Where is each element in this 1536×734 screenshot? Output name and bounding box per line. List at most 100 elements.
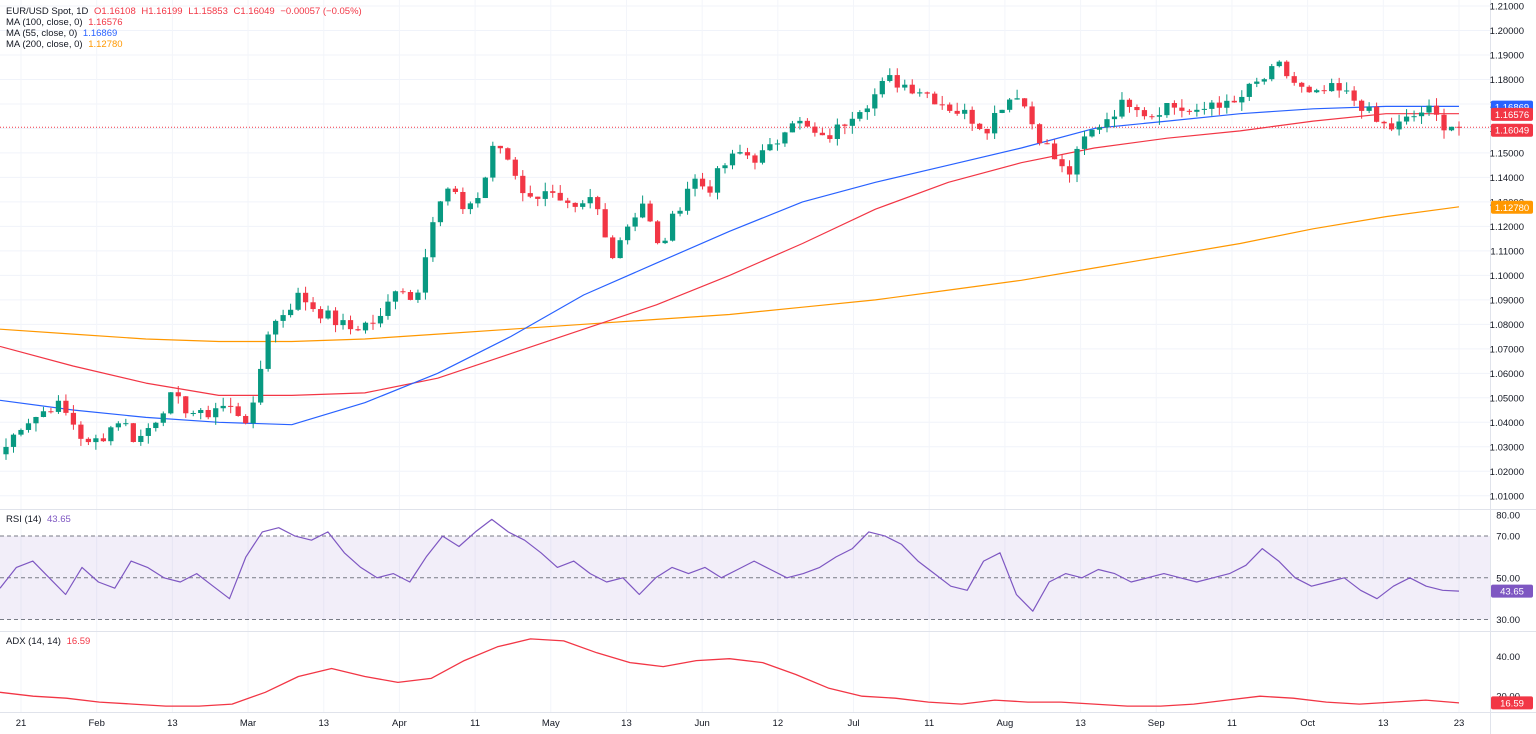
candle-up[interactable] (168, 391, 174, 415)
candle-up[interactable] (1111, 109, 1118, 128)
candle-down[interactable] (48, 407, 54, 414)
candle-down[interactable] (1306, 85, 1312, 93)
candle-up[interactable] (864, 105, 870, 120)
candle-up[interactable] (123, 418, 129, 427)
candle-up[interactable] (93, 434, 99, 450)
candle-up[interactable] (1276, 60, 1282, 68)
candle-up[interactable] (767, 137, 773, 152)
candle-up[interactable] (1089, 129, 1095, 138)
candle-up[interactable] (632, 212, 638, 232)
candle-up[interactable] (1164, 102, 1170, 118)
candle-down[interactable] (332, 307, 339, 333)
candle-down[interactable] (512, 157, 518, 180)
candle-up[interactable] (737, 144, 743, 155)
candle-down[interactable] (1216, 96, 1222, 115)
candle-down[interactable] (460, 187, 466, 214)
candle-down[interactable] (1059, 154, 1065, 173)
candle-down[interactable] (909, 79, 915, 95)
candle-down[interactable] (497, 145, 503, 154)
candle-up[interactable] (542, 182, 548, 207)
candle-up[interactable] (1074, 146, 1080, 183)
candle-up[interactable] (25, 418, 32, 433)
candle-down[interactable] (1388, 117, 1395, 132)
candle-up[interactable] (362, 321, 369, 334)
candle-up[interactable] (153, 421, 159, 432)
candle-up[interactable] (587, 188, 593, 209)
candle-down[interactable] (1149, 114, 1155, 120)
candle-down[interactable] (752, 153, 758, 170)
candle-down[interactable] (1321, 85, 1327, 94)
candle-up[interactable] (1344, 82, 1350, 94)
candle-down[interactable] (1299, 81, 1305, 93)
candle-down[interactable] (347, 315, 354, 335)
candle-down[interactable] (1284, 60, 1290, 79)
candle-down[interactable] (527, 185, 533, 199)
candle-down[interactable] (130, 422, 136, 443)
candle-up[interactable] (287, 303, 294, 318)
candle-up[interactable] (18, 428, 24, 437)
candle-up[interactable] (1426, 99, 1432, 116)
candle-down[interactable] (1044, 139, 1050, 145)
candle-down[interactable] (1021, 98, 1028, 109)
candle-up[interactable] (213, 402, 219, 425)
candle-up[interactable] (834, 118, 840, 146)
candle-up[interactable] (774, 139, 781, 151)
candle-up[interactable] (1448, 126, 1455, 132)
candle-up[interactable] (385, 294, 391, 320)
candle-up[interactable] (392, 290, 399, 310)
candle-down[interactable] (924, 91, 930, 99)
candle-up[interactable] (430, 216, 436, 262)
candle-up[interactable] (1239, 90, 1245, 111)
candle-down[interactable] (1441, 108, 1447, 139)
candle-down[interactable] (842, 123, 848, 135)
candle-down[interactable] (1051, 139, 1058, 160)
candle-up[interactable] (1411, 110, 1417, 122)
candle-down[interactable] (1036, 123, 1043, 146)
candle-up[interactable] (662, 237, 668, 245)
candle-down[interactable] (744, 147, 751, 160)
candle-up[interactable] (55, 395, 62, 414)
candle-down[interactable] (302, 286, 309, 311)
candle-up[interactable] (797, 116, 803, 130)
candle-up[interactable] (759, 144, 766, 165)
candle-up[interactable] (475, 192, 481, 208)
candle-down[interactable] (707, 180, 713, 197)
candle-up[interactable] (684, 181, 691, 215)
candle-down[interactable] (699, 172, 706, 190)
candle-down[interactable] (1141, 107, 1148, 120)
candle-down[interactable] (70, 405, 77, 430)
candle-down[interactable] (1126, 98, 1133, 113)
candle-down[interactable] (535, 196, 541, 207)
adx-legend[interactable]: ADX (14, 14) 16.59 (6, 636, 93, 647)
ma55-legend[interactable]: MA (55, close, 0) 1.16869 (6, 28, 120, 39)
candle-up[interactable] (999, 109, 1005, 114)
candle-up[interactable] (295, 287, 301, 311)
candle-up[interactable] (1246, 82, 1252, 101)
candle-down[interactable] (85, 437, 92, 446)
candle-down[interactable] (183, 396, 189, 418)
candle-up[interactable] (1119, 92, 1125, 119)
candle-up[interactable] (782, 131, 788, 147)
candle-down[interactable] (1029, 101, 1035, 130)
candle-down[interactable] (932, 91, 938, 105)
candle-down[interactable] (228, 397, 234, 414)
candle-up[interactable] (872, 88, 878, 116)
candle-down[interactable] (984, 128, 990, 140)
candle-up[interactable] (160, 411, 166, 427)
candle-up[interactable] (722, 163, 728, 174)
candle-down[interactable] (100, 433, 106, 442)
candle-down[interactable] (520, 170, 526, 202)
candle-down[interactable] (595, 195, 601, 216)
candle-up[interactable] (220, 397, 226, 412)
candle-down[interactable] (243, 414, 249, 425)
candle-down[interactable] (1171, 100, 1178, 115)
candle-up[interactable] (422, 248, 429, 300)
candle-up[interactable] (1096, 124, 1103, 135)
candle-up[interactable] (482, 176, 488, 199)
candle-down[interactable] (565, 197, 571, 209)
candle-up[interactable] (1261, 77, 1267, 85)
candle-up[interactable] (669, 210, 676, 242)
candle-down[interactable] (317, 306, 324, 324)
candle-up[interactable] (325, 305, 331, 320)
